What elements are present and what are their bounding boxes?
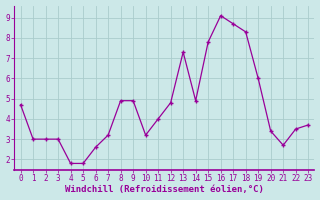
X-axis label: Windchill (Refroidissement éolien,°C): Windchill (Refroidissement éolien,°C) (65, 185, 264, 194)
